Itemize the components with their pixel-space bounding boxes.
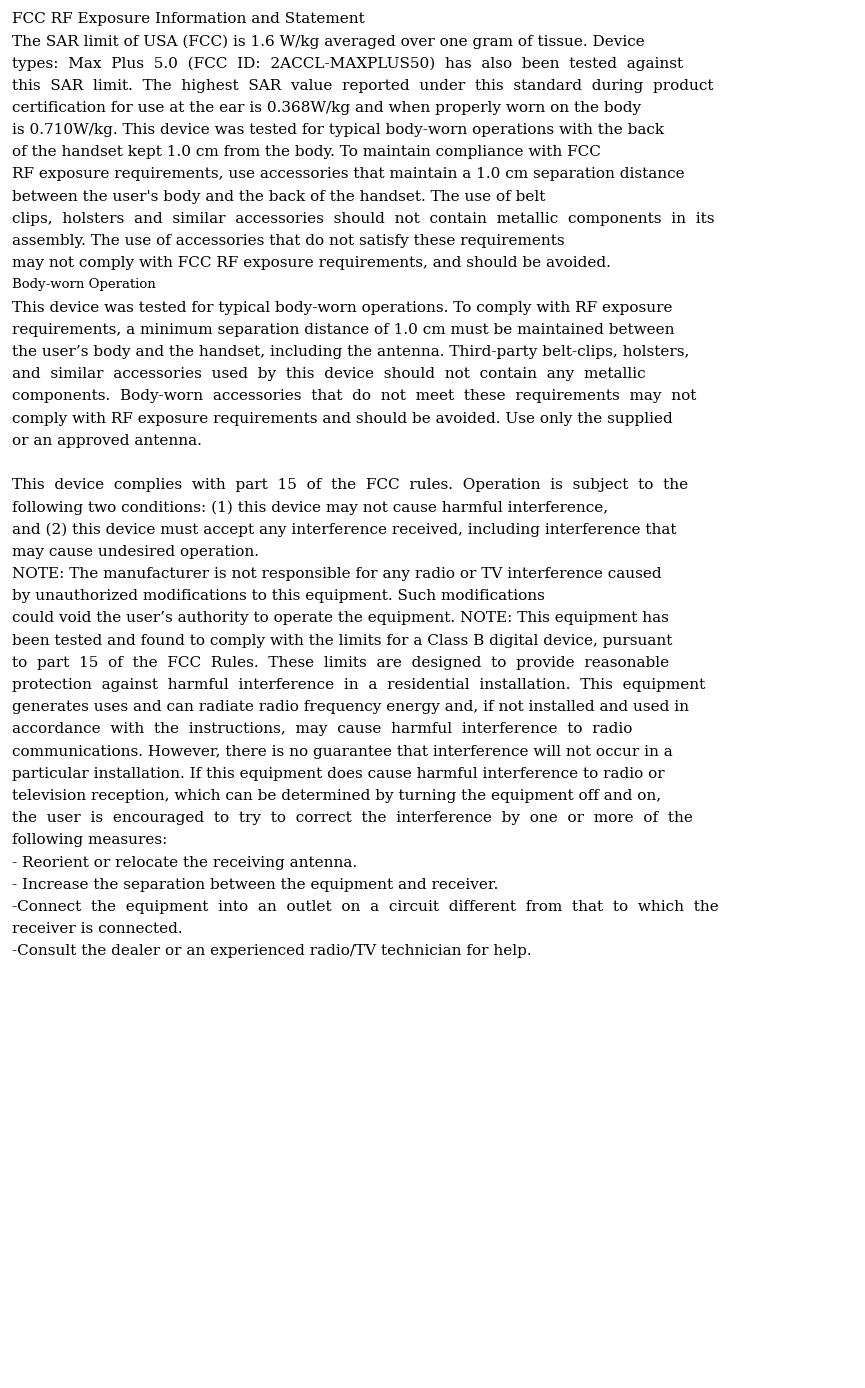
Text: receiver is connected.: receiver is connected. [12, 922, 183, 936]
Text: clips,  holsters  and  similar  accessories  should  not  contain  metallic  com: clips, holsters and similar accessories … [12, 212, 714, 226]
Text: - Reorient or relocate the receiving antenna.: - Reorient or relocate the receiving ant… [12, 855, 357, 870]
Text: The SAR limit of USA (FCC) is 1.6 W/kg averaged over one gram of tissue. Device: The SAR limit of USA (FCC) is 1.6 W/kg a… [12, 35, 644, 49]
Text: -Connect  the  equipment  into  an  outlet  on  a  circuit  different  from  tha: -Connect the equipment into an outlet on… [12, 899, 719, 915]
Text: assembly. The use of accessories that do not satisfy these requirements: assembly. The use of accessories that do… [12, 235, 565, 248]
Text: the user’s body and the handset, including the antenna. Third-party belt-clips, : the user’s body and the handset, includi… [12, 346, 689, 359]
Text: particular installation. If this equipment does cause harmful interference to ra: particular installation. If this equipme… [12, 766, 664, 781]
Text: FCC RF Exposure Information and Statement: FCC RF Exposure Information and Statemen… [12, 12, 365, 26]
Text: this  SAR  limit.  The  highest  SAR  value  reported  under  this  standard  du: this SAR limit. The highest SAR value re… [12, 79, 714, 93]
Text: NOTE: The manufacturer is not responsible for any radio or TV interference cause: NOTE: The manufacturer is not responsibl… [12, 568, 662, 582]
Text: types:  Max  Plus  5.0  (FCC  ID:  2ACCL-MAXPLUS50)  has  also  been  tested  ag: types: Max Plus 5.0 (FCC ID: 2ACCL-MAXPL… [12, 57, 683, 71]
Text: between the user's body and the back of the handset. The use of belt: between the user's body and the back of … [12, 190, 545, 204]
Text: protection  against  harmful  interference  in  a  residential  installation.  T: protection against harmful interference … [12, 677, 705, 693]
Text: accordance  with  the  instructions,  may  cause  harmful  interference  to  rad: accordance with the instructions, may ca… [12, 722, 632, 737]
Text: requirements, a minimum separation distance of 1.0 cm must be maintained between: requirements, a minimum separation dista… [12, 323, 675, 337]
Text: Body-worn Operation: Body-worn Operation [12, 279, 156, 291]
Text: RF exposure requirements, use accessories that maintain a 1.0 cm separation dist: RF exposure requirements, use accessorie… [12, 168, 684, 182]
Text: - Increase the separation between the equipment and receiver.: - Increase the separation between the eq… [12, 877, 498, 892]
Text: generates uses and can radiate radio frequency energy and, if not installed and : generates uses and can radiate radio fre… [12, 700, 689, 715]
Text: -Consult the dealer or an experienced radio/TV technician for help.: -Consult the dealer or an experienced ra… [12, 944, 532, 958]
Text: components.  Body-worn  accessories  that  do  not  meet  these  requirements  m: components. Body-worn accessories that d… [12, 390, 696, 404]
Text: by unauthorized modifications to this equipment. Such modifications: by unauthorized modifications to this eq… [12, 589, 545, 604]
Text: This device was tested for typical body-worn operations. To comply with RF expos: This device was tested for typical body-… [12, 301, 672, 315]
Text: and  similar  accessories  used  by  this  device  should  not  contain  any  me: and similar accessories used by this dev… [12, 368, 645, 382]
Text: to  part  15  of  the  FCC  Rules.  These  limits  are  designed  to  provide  r: to part 15 of the FCC Rules. These limit… [12, 655, 670, 670]
Text: television reception, which can be determined by turning the equipment off and o: television reception, which can be deter… [12, 788, 661, 804]
Text: communications. However, there is no guarantee that interference will not occur : communications. However, there is no gua… [12, 744, 673, 759]
Text: is 0.710W/kg. This device was tested for typical body-worn operations with the b: is 0.710W/kg. This device was tested for… [12, 124, 664, 137]
Text: following measures:: following measures: [12, 833, 167, 848]
Text: may not comply with FCC RF exposure requirements, and should be avoided.: may not comply with FCC RF exposure requ… [12, 257, 611, 271]
Text: certification for use at the ear is 0.368W/kg and when properly worn on the body: certification for use at the ear is 0.36… [12, 101, 641, 115]
Text: and (2) this device must accept any interference received, including interferenc: and (2) this device must accept any inte… [12, 523, 676, 537]
Text: or an approved antenna.: or an approved antenna. [12, 434, 202, 448]
Text: This  device  complies  with  part  15  of  the  FCC  rules.  Operation  is  sub: This device complies with part 15 of the… [12, 479, 689, 493]
Text: comply with RF exposure requirements and should be avoided. Use only the supplie: comply with RF exposure requirements and… [12, 412, 673, 426]
Text: could void the user’s authority to operate the equipment. NOTE: This equipment h: could void the user’s authority to opera… [12, 611, 669, 626]
Text: been tested and found to comply with the limits for a Class B digital device, pu: been tested and found to comply with the… [12, 633, 672, 648]
Text: of the handset kept 1.0 cm from the body. To maintain compliance with FCC: of the handset kept 1.0 cm from the body… [12, 146, 601, 160]
Text: following two conditions: (1) this device may not cause harmful interference,: following two conditions: (1) this devic… [12, 501, 608, 515]
Text: may cause undesired operation.: may cause undesired operation. [12, 545, 259, 559]
Text: the  user  is  encouraged  to  try  to  correct  the  interference  by  one  or : the user is encouraged to try to correct… [12, 811, 693, 826]
